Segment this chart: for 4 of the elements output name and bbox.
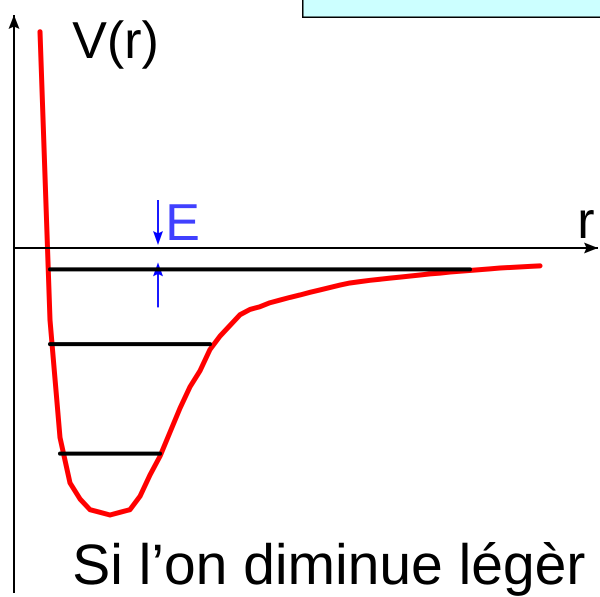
text: Si l’on diminue légèr [74, 542, 584, 596]
x-axis-title: r [580, 210, 594, 238]
annotation: E [169, 204, 198, 240]
y-axis-title: V(r) [72, 20, 156, 69]
